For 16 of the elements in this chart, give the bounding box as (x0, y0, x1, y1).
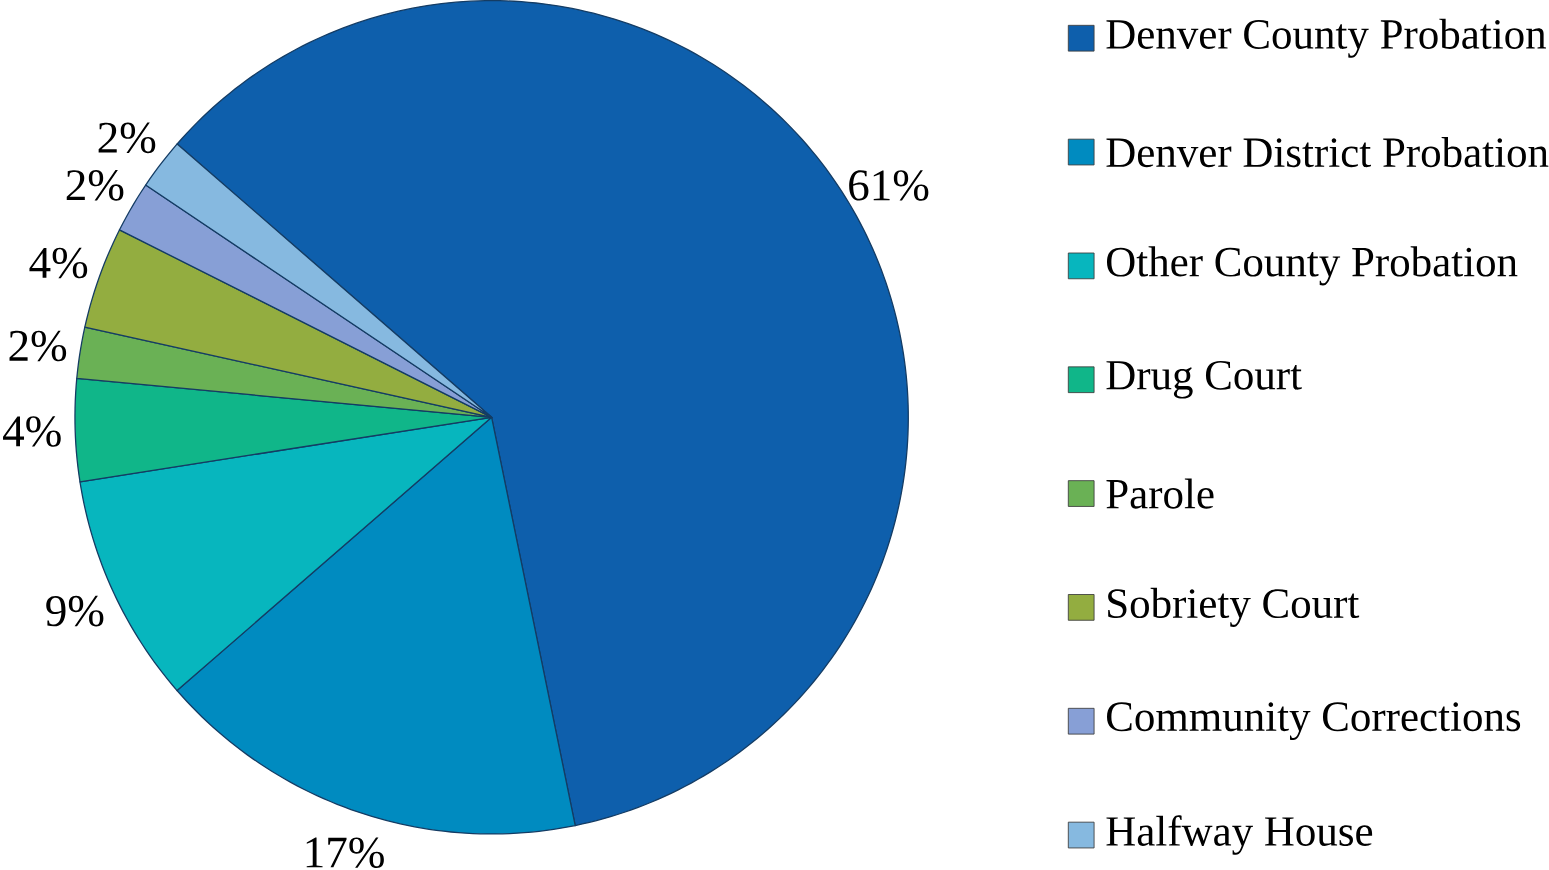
data-label: 9% (46, 595, 104, 627)
data-label: 61% (849, 170, 929, 201)
legend-label: Other County Probation (1107, 246, 1518, 286)
legend-label: Community Corrections (1107, 702, 1521, 741)
data-label: 4% (29, 247, 88, 279)
legend-label: Denver County Probation (1106, 18, 1546, 58)
legend-label: Halfway House (1106, 815, 1373, 855)
data-label: 2% (66, 170, 124, 201)
data-label: 2% (98, 122, 156, 154)
data-label: 2% (9, 330, 67, 362)
legend-label: Parole (1106, 478, 1214, 509)
legend-label: Sobriety Court (1108, 587, 1360, 627)
legend-label: Denver District Probation (1106, 136, 1549, 168)
legend-label: Drug Court (1106, 360, 1302, 399)
data-label: 17% (306, 837, 384, 868)
data-label: 4% (3, 416, 61, 447)
